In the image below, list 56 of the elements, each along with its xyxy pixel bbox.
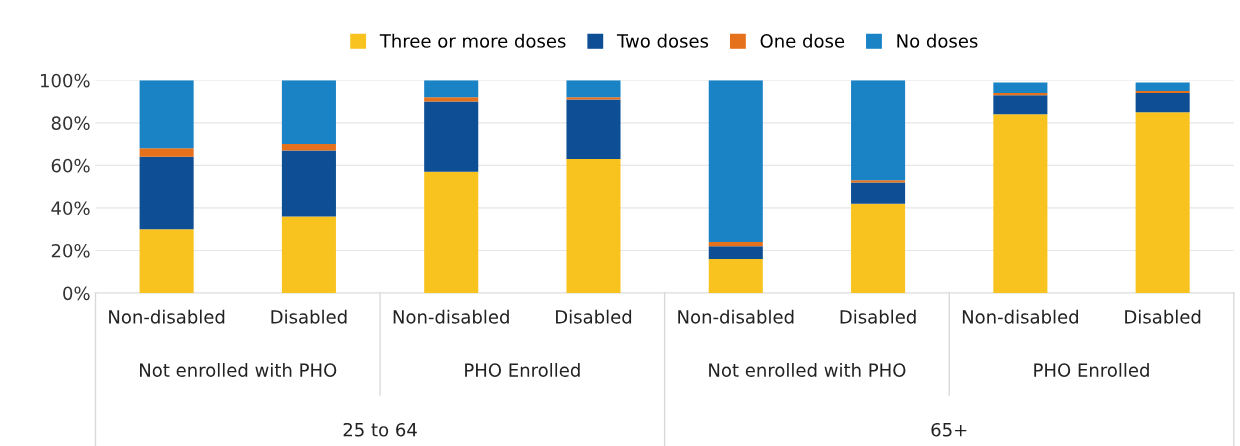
bar bbox=[851, 203, 906, 294]
x-tick-label: Disabled bbox=[840, 309, 916, 324]
bar bbox=[424, 171, 479, 294]
text: PHO Enrolled bbox=[465, 363, 580, 377]
text: 25 to 64 bbox=[343, 422, 417, 437]
text: PHO Enrolled bbox=[1034, 363, 1149, 377]
x-tick-label: Non-disabled bbox=[109, 309, 225, 324]
bar bbox=[851, 182, 906, 204]
bar bbox=[281, 80, 336, 145]
bar bbox=[993, 93, 1048, 96]
bar bbox=[1135, 82, 1190, 91]
bar bbox=[139, 156, 194, 230]
bar bbox=[566, 99, 621, 159]
bar bbox=[851, 80, 906, 181]
legend-label: One dose bbox=[760, 33, 845, 48]
bar bbox=[566, 158, 621, 294]
bar bbox=[424, 101, 479, 172]
bar bbox=[281, 216, 336, 294]
x-tick-label: Non-disabled bbox=[678, 309, 794, 324]
y-tick-label: 100% bbox=[40, 73, 90, 88]
bar bbox=[1135, 93, 1190, 113]
bar bbox=[424, 80, 479, 98]
y-tick-label: 0% bbox=[63, 286, 90, 301]
legend-label: Three or more doses bbox=[379, 33, 566, 48]
bar bbox=[566, 97, 621, 100]
bar bbox=[281, 150, 336, 217]
bar bbox=[281, 144, 336, 151]
y-tick-label: 20% bbox=[51, 243, 90, 258]
bar bbox=[851, 180, 906, 183]
bar bbox=[993, 82, 1048, 94]
legend-label: No doses bbox=[897, 33, 978, 48]
bar bbox=[139, 80, 194, 149]
text: 65+ bbox=[931, 422, 967, 437]
legend-label: Two doses bbox=[616, 33, 709, 48]
x-tick-label: Disabled bbox=[1125, 309, 1201, 324]
bar bbox=[1135, 112, 1190, 294]
bar bbox=[708, 258, 763, 294]
bar bbox=[993, 114, 1048, 294]
x-tick-label: Non-disabled bbox=[962, 309, 1078, 324]
bar bbox=[708, 241, 763, 247]
bar bbox=[1135, 90, 1190, 94]
y-tick-label: 80% bbox=[51, 116, 90, 130]
bar bbox=[708, 80, 763, 242]
x-tick-label: Disabled bbox=[271, 309, 347, 324]
bar bbox=[424, 97, 479, 102]
bar bbox=[566, 80, 621, 98]
bar bbox=[139, 229, 194, 294]
text: Not enrolled with PHO bbox=[140, 363, 337, 377]
bar bbox=[139, 148, 194, 157]
bar bbox=[708, 246, 763, 259]
x-tick-label: Disabled bbox=[556, 309, 632, 324]
text: Not enrolled with PHO bbox=[709, 363, 906, 377]
y-tick-label: 40% bbox=[51, 201, 90, 216]
x-tick-label: Non-disabled bbox=[393, 309, 509, 324]
y-tick-label: 60% bbox=[51, 158, 90, 173]
bar bbox=[993, 95, 1048, 115]
